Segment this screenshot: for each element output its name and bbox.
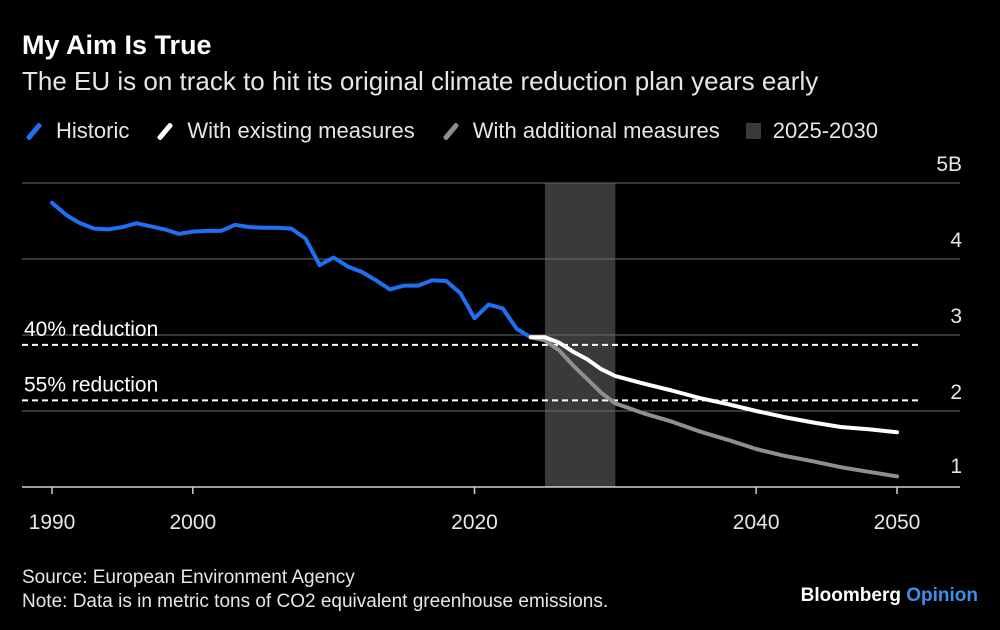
y-tick-label: 3 bbox=[950, 305, 962, 328]
chart-subtitle: The EU is on track to hit its original c… bbox=[22, 66, 819, 96]
data-note: Note: Data is in metric tons of CO2 equi… bbox=[22, 591, 609, 612]
legend-item-additional: With additional measures bbox=[441, 118, 720, 144]
y-tick-label: 1 bbox=[950, 455, 962, 478]
footer-notes: Source: European Environment Agency Note… bbox=[22, 566, 608, 614]
series-line-additional-measures bbox=[528, 335, 899, 435]
legend-label-historic: Historic bbox=[56, 118, 130, 143]
brand-opinion: Opinion bbox=[906, 585, 978, 606]
line-chart: 5B 4 3 2 1 1990 2000 2020 2040 2050 40% reduction 5… bbox=[22, 153, 962, 534]
legend-item-existing: With existing measures bbox=[155, 118, 415, 144]
y-tick-label: 4 bbox=[950, 229, 962, 252]
brand-bloomberg: Bloomberg bbox=[800, 585, 901, 606]
reference-label: 40% reduction bbox=[24, 318, 158, 341]
legend-swatch-shaded-period bbox=[745, 123, 761, 139]
x-tick-label: 2000 bbox=[169, 511, 216, 534]
y-tick-label: 2 bbox=[950, 381, 962, 404]
x-tick-label: 2040 bbox=[733, 511, 780, 534]
legend-label-shaded-period: 2025-2030 bbox=[772, 118, 878, 143]
x-tick-label: 1990 bbox=[29, 511, 76, 534]
source-note: Source: European Environment Agency bbox=[22, 567, 355, 588]
legend-item-shaded-period: 2025-2030 bbox=[745, 118, 878, 144]
series-line-historic bbox=[50, 200, 533, 340]
legend-label-existing: With existing measures bbox=[187, 118, 415, 143]
brand-logo: Bloomberg Opinion bbox=[801, 585, 978, 607]
legend: Historic With existing measures With add… bbox=[24, 118, 878, 144]
legend-item-historic: Historic bbox=[24, 118, 129, 144]
x-tick-label: 2050 bbox=[874, 511, 921, 534]
x-tick-label: 2020 bbox=[451, 511, 498, 534]
chart-title: My Aim Is True bbox=[22, 30, 212, 60]
y-tick-label: 5B bbox=[936, 153, 962, 176]
series-line-existing-measures bbox=[528, 335, 899, 479]
reference-label: 55% reduction bbox=[24, 373, 158, 396]
legend-label-additional: With additional measures bbox=[472, 118, 720, 143]
